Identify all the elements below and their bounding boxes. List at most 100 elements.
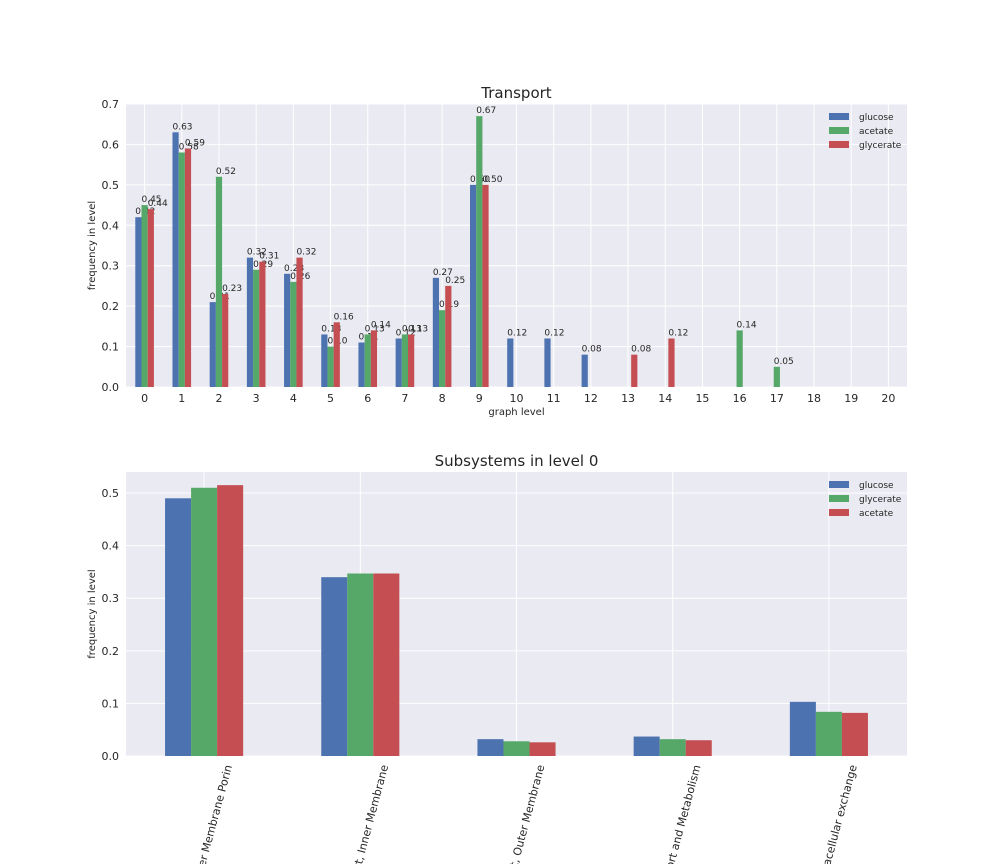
x-tick-label: rt, Inner Membrane xyxy=(351,763,391,864)
legend-swatch xyxy=(829,113,849,120)
bar xyxy=(327,346,334,387)
bar xyxy=(290,281,297,387)
x-tick-label: 17 xyxy=(770,392,784,405)
bar xyxy=(631,354,638,387)
bar xyxy=(347,573,374,756)
y-tick-label: 0.2 xyxy=(102,300,120,313)
value-label: 0.45 xyxy=(141,195,161,205)
bar xyxy=(668,338,675,387)
y-tick-label: 0.3 xyxy=(102,260,120,273)
bar xyxy=(445,285,452,387)
bar xyxy=(373,573,400,756)
y-tick-label: 0.4 xyxy=(102,219,120,232)
value-label: 0.44 xyxy=(148,199,168,209)
x-tick-label: 8 xyxy=(439,392,446,405)
bar xyxy=(401,334,409,387)
bar xyxy=(736,330,743,387)
value-label: 0.12 xyxy=(507,328,527,338)
bar xyxy=(482,184,489,387)
x-tick-label: 20 xyxy=(881,392,895,405)
y-tick-label: 0.1 xyxy=(102,341,120,354)
bar xyxy=(503,741,530,756)
bar xyxy=(439,310,446,387)
bar xyxy=(529,742,556,756)
bar xyxy=(633,736,660,756)
bar xyxy=(789,701,816,756)
value-label: 0.59 xyxy=(185,138,205,148)
bar xyxy=(296,257,303,387)
legend-label: acetate xyxy=(859,127,894,137)
x-tick-label: ort and Metabolism xyxy=(663,763,703,864)
bar xyxy=(470,184,477,387)
bar xyxy=(253,269,260,387)
legend-swatch xyxy=(829,509,849,516)
x-tick-label: 9 xyxy=(476,392,483,405)
x-tick-label: 10 xyxy=(510,392,524,405)
value-label: 0.13 xyxy=(365,324,385,334)
value-label: 0.27 xyxy=(433,268,453,278)
value-label: 0.50 xyxy=(482,175,502,185)
bar xyxy=(333,322,340,387)
bar xyxy=(165,498,192,756)
value-label: 0.31 xyxy=(259,252,279,262)
x-tick-label: rt, Outer Membrane xyxy=(506,763,547,864)
bar xyxy=(246,257,254,387)
x-tick-label: 11 xyxy=(547,392,561,405)
y-tick-label: 0.0 xyxy=(102,750,120,763)
legend-label: glucose xyxy=(859,113,894,123)
value-label: 0.25 xyxy=(445,276,465,286)
x-tick-label: 5 xyxy=(327,392,334,405)
y-tick-label: 0.5 xyxy=(102,487,120,500)
bar xyxy=(321,334,328,387)
bar xyxy=(358,342,365,387)
value-label: 0.12 xyxy=(544,328,564,338)
value-label: 0.05 xyxy=(774,357,794,367)
value-label: 0.14 xyxy=(737,320,757,330)
value-label: 0.16 xyxy=(334,312,354,322)
x-tick-label: 13 xyxy=(621,392,635,405)
bar xyxy=(222,294,229,387)
legend-label: glucose xyxy=(859,481,894,491)
x-tick-label: 4 xyxy=(290,392,297,405)
legend-swatch xyxy=(829,127,849,134)
value-label: 0.23 xyxy=(222,284,242,294)
bar xyxy=(476,116,483,387)
y-tick-label: 0.7 xyxy=(102,98,120,111)
chart-title: Subsystems in level 0 xyxy=(435,452,599,470)
value-label: 0.28 xyxy=(284,264,304,274)
legend-label: glycerate xyxy=(859,141,902,151)
legend-swatch xyxy=(829,481,849,488)
value-label: 0.13 xyxy=(321,324,341,334)
value-label: 0.12 xyxy=(396,328,416,338)
bar xyxy=(172,132,179,387)
x-tick-label: 3 xyxy=(253,392,260,405)
x-tick-label: 6 xyxy=(364,392,371,405)
bar xyxy=(191,487,218,756)
value-label: 0.67 xyxy=(476,106,496,116)
bar xyxy=(841,712,868,756)
y-tick-label: 0.4 xyxy=(102,540,120,553)
x-tick-label: er Membrane Porin xyxy=(195,763,235,864)
legend-swatch xyxy=(829,495,849,502)
legend-label: acetate xyxy=(859,509,894,519)
y-tick-label: 0.3 xyxy=(102,592,120,605)
chart-title: Transport xyxy=(480,84,552,102)
bar xyxy=(370,330,378,387)
bar xyxy=(815,711,842,756)
value-label: 0.08 xyxy=(631,345,651,355)
value-label: 0.52 xyxy=(216,167,236,177)
y-axis-label: frequency in level xyxy=(87,201,98,290)
x-tick-label: 7 xyxy=(401,392,408,405)
y-tick-label: 0.0 xyxy=(102,381,120,394)
legend-swatch xyxy=(829,141,849,148)
value-label: 0.58 xyxy=(179,143,199,153)
bar xyxy=(147,209,154,387)
x-tick-label: 15 xyxy=(695,392,709,405)
x-tick-label: 18 xyxy=(807,392,821,405)
x-tick-label: 19 xyxy=(844,392,858,405)
bar xyxy=(659,739,686,756)
y-tick-label: 0.5 xyxy=(102,179,120,192)
bar xyxy=(209,302,216,387)
bar xyxy=(581,354,588,387)
